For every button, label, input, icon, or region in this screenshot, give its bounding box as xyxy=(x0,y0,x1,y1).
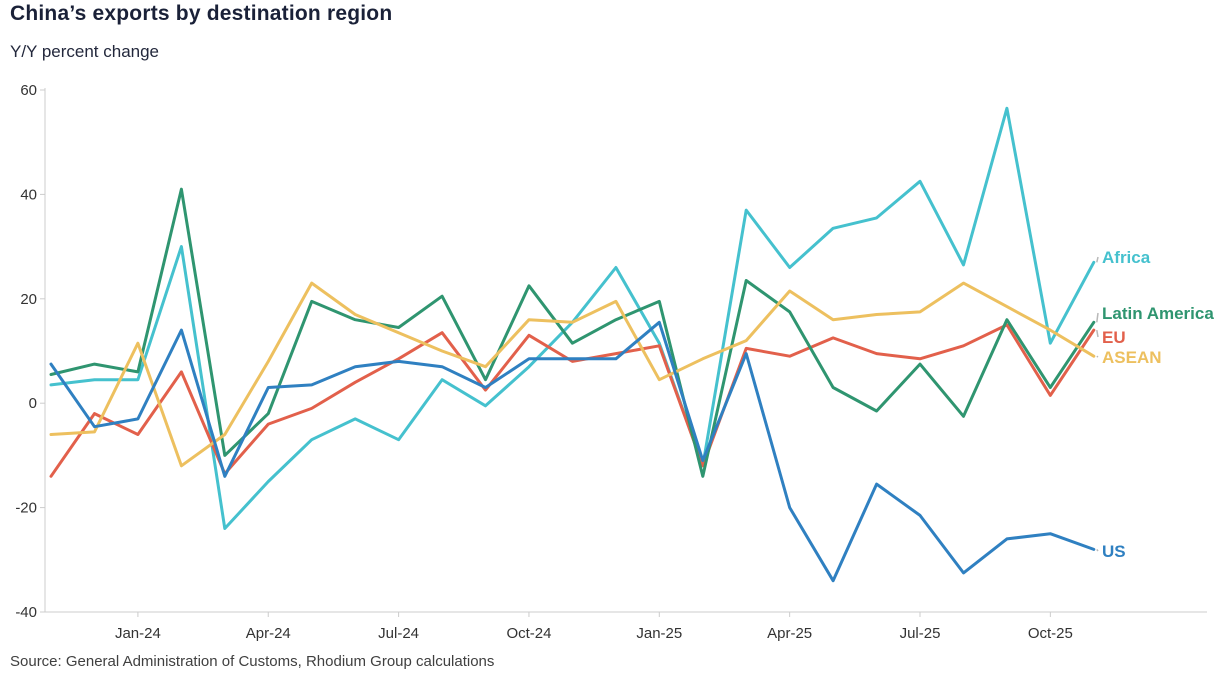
x-axis-label: Jan-25 xyxy=(636,625,682,642)
legend-label-asean: ASEAN xyxy=(1102,348,1162,367)
legend-leader-us xyxy=(1096,548,1099,552)
legend-leader-asean xyxy=(1096,355,1099,358)
series-line-africa xyxy=(49,106,1096,530)
x-axis-label: Oct-25 xyxy=(1028,625,1073,642)
x-axis-label: Oct-24 xyxy=(506,625,551,642)
x-axis-label: Jul-24 xyxy=(378,625,419,642)
x-axis-label: Jul-25 xyxy=(900,625,941,642)
source-note: Source: General Administration of Custom… xyxy=(10,653,495,670)
legend-leader-africa xyxy=(1096,256,1099,263)
legend-label-africa: Africa xyxy=(1102,248,1151,267)
x-axis-label: Apr-24 xyxy=(246,625,291,642)
series-line-latin-america xyxy=(49,187,1096,478)
y-axis-label: 20 xyxy=(20,291,37,308)
chart-title: China’s exports by destination region xyxy=(10,2,393,25)
y-axis-label: -40 xyxy=(15,604,37,621)
chart-subtitle: Y/Y percent change xyxy=(10,42,160,61)
y-axis-label: -20 xyxy=(15,500,37,517)
legend-label-eu: EU xyxy=(1102,328,1126,347)
legend-label-us: US xyxy=(1102,542,1126,561)
legend-leader-latin-america xyxy=(1096,312,1099,323)
series-line-us xyxy=(49,320,1096,583)
x-axis-label: Apr-25 xyxy=(767,625,812,642)
y-axis-label: 0 xyxy=(29,395,37,412)
legend-leader-eu xyxy=(1096,329,1099,338)
x-axis-label: Jan-24 xyxy=(115,625,161,642)
series-line-asean xyxy=(49,281,1096,468)
y-axis-label: 60 xyxy=(20,82,37,99)
y-axis-label: 40 xyxy=(20,186,37,203)
legend-label-latin-america: Latin America xyxy=(1102,304,1214,323)
